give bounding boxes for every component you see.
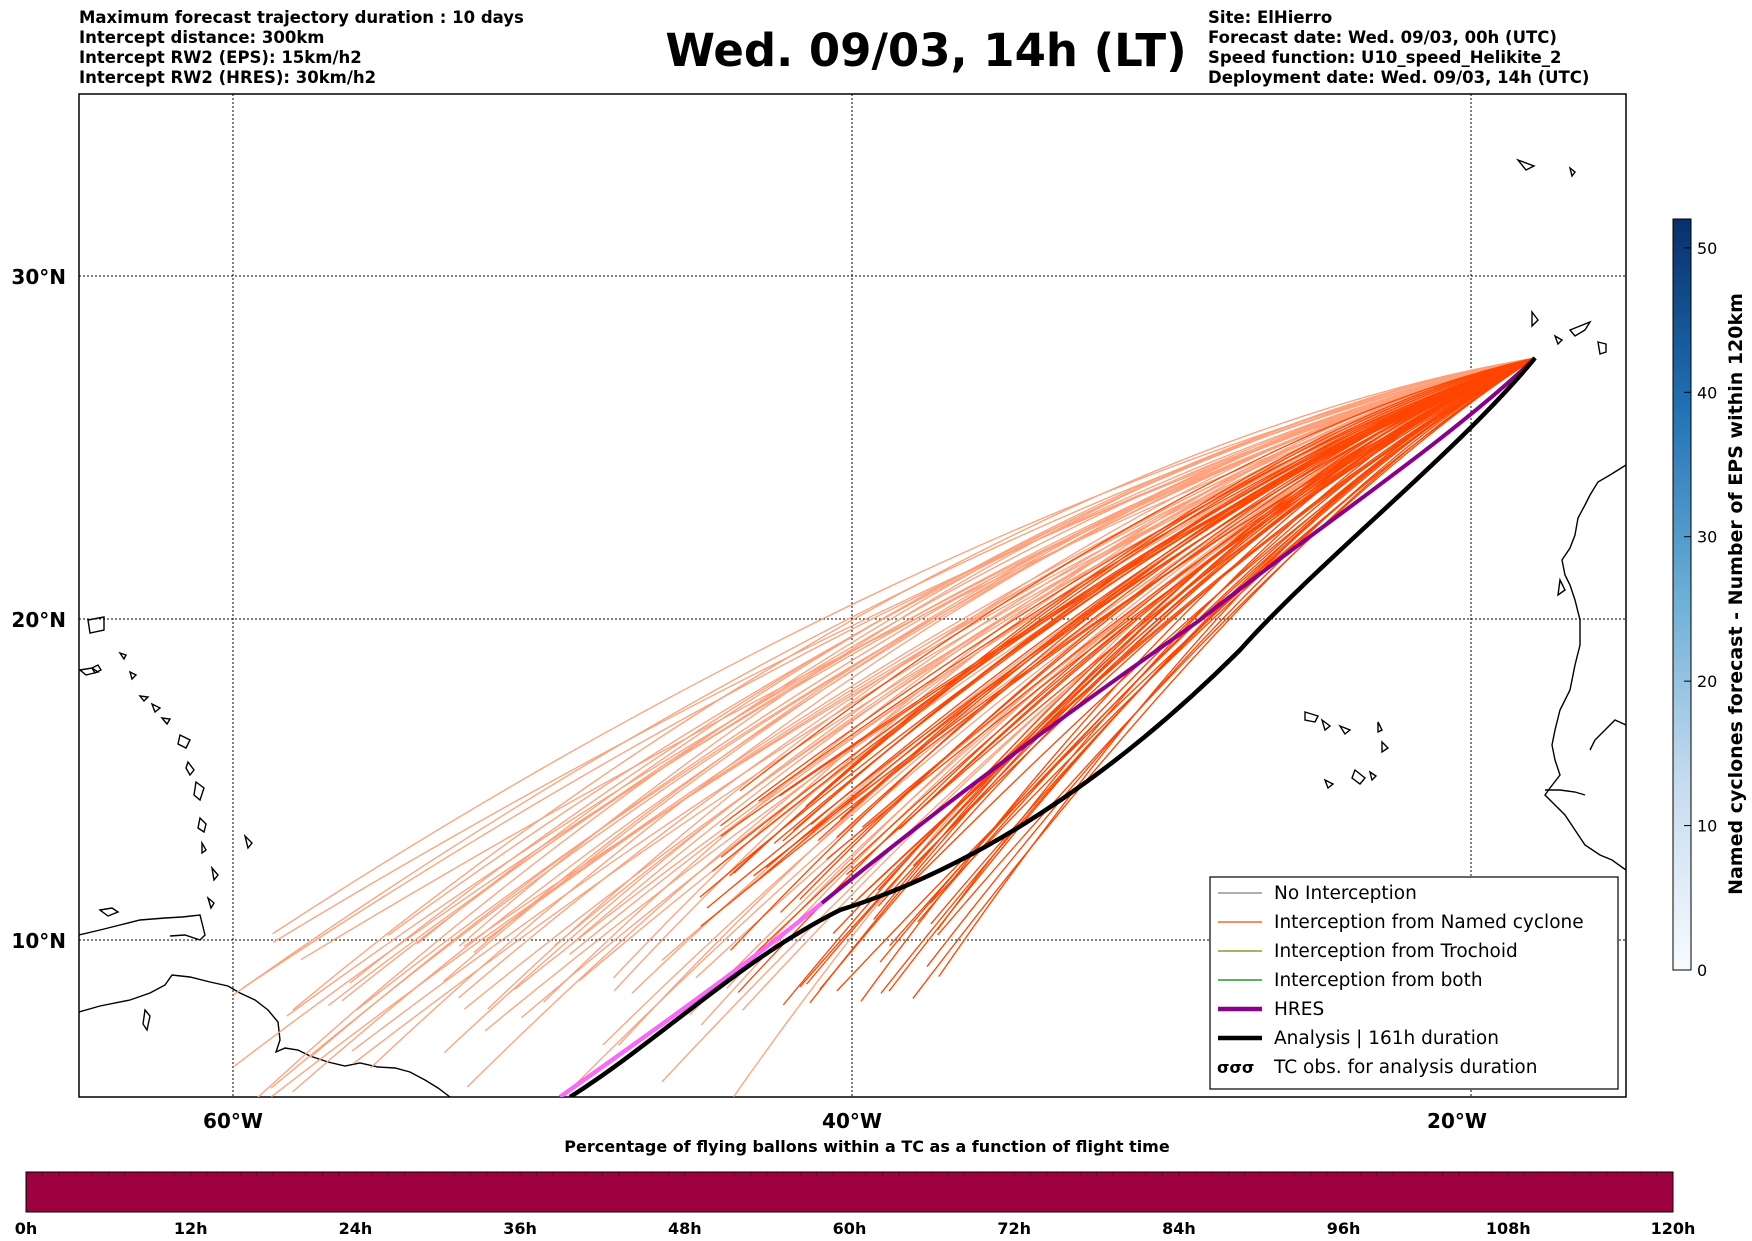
colorbar-tick-label: 84h — [1162, 1219, 1196, 1238]
axis-labels: 60°W 40°W 20°W 30°N 20°N 10°N — [11, 265, 1487, 1133]
lat-label: 30°N — [11, 265, 66, 289]
named-cyclone-trajectory — [720, 357, 1536, 837]
colorbar-tick-label: 40 — [1697, 383, 1717, 402]
named-cyclone-trajectory — [699, 357, 1536, 898]
named-cyclone-trajectory — [729, 357, 1536, 877]
named-cyclone-trajectory — [780, 357, 1536, 913]
main-title: Wed. 09/03, 14h (LT) — [665, 24, 1187, 77]
faded-trajectory — [309, 357, 1536, 1058]
colorbar-tick-label: 96h — [1327, 1219, 1361, 1238]
named-cyclone-trajectory — [938, 357, 1536, 978]
faded-trajectory — [233, 357, 1536, 996]
named-cyclone-trajectory — [782, 357, 1536, 1006]
lat-label: 10°N — [11, 929, 66, 953]
named-cyclone-trajectory — [926, 357, 1536, 967]
lon-label: 40°W — [822, 1109, 882, 1133]
named-cyclone-trajectory — [700, 357, 1536, 927]
named-cyclone-trajectory — [737, 357, 1536, 993]
named-cyclone-trajectory — [836, 357, 1536, 838]
faded-trajectory — [486, 357, 1536, 940]
legend-label: Interception from Named cyclone — [1274, 912, 1584, 933]
faded-trajectory — [463, 357, 1536, 1010]
coastlines — [79, 158, 1626, 1097]
tc-obs-symbol-icon: σσσ — [1217, 1058, 1254, 1077]
named-cyclone-trajectory — [778, 357, 1536, 797]
analysis-trajectory — [568, 356, 1537, 1097]
named-cyclone-trajectory — [836, 357, 1536, 992]
named-cyclone-trajectory — [858, 357, 1536, 899]
header-right-info: Site: ElHierro Forecast date: Wed. 09/03… — [1208, 8, 1589, 88]
bottom-colorbar-title: Percentage of flying ballons within a TC… — [564, 1137, 1170, 1156]
colorbar-tick-label: 0h — [15, 1219, 38, 1238]
colorbar-tick-label: 10 — [1697, 817, 1717, 836]
faded-trajectory — [292, 357, 1536, 1093]
colorbar-tick-label: 108h — [1486, 1219, 1531, 1238]
named-cyclone-trajectory — [912, 357, 1536, 999]
colorbar-tick-label: 50 — [1697, 239, 1717, 258]
info-line: Intercept RW2 (EPS): 15km/h2 — [79, 48, 362, 67]
named-cyclone-trajectory — [937, 357, 1536, 936]
info-line: Intercept distance: 300km — [79, 28, 325, 47]
colorbar-tick-label: 0 — [1697, 961, 1707, 980]
legend-label: HRES — [1274, 999, 1324, 1020]
colorbar-tick-label: 30 — [1697, 528, 1717, 547]
colorbar-tick-label: 48h — [668, 1219, 702, 1238]
lat-label: 20°N — [11, 608, 66, 632]
bottom-colorbar: Percentage of flying ballons within a TC… — [15, 1137, 1696, 1238]
legend: No Interception Interception from Named c… — [1209, 876, 1619, 1090]
info-line: Deployment date: Wed. 09/03, 14h (UTC) — [1208, 68, 1590, 87]
colorbar-tick-label: 24h — [339, 1219, 373, 1238]
faded-trajectory — [387, 357, 1536, 936]
info-line: Intercept RW2 (HRES): 30km/h2 — [79, 68, 377, 87]
colorbar-tick-label: 20 — [1697, 672, 1717, 691]
named-cyclone-trajectory — [906, 357, 1536, 888]
colorbar-tick-label: 72h — [997, 1219, 1031, 1238]
lon-label: 20°W — [1427, 1109, 1487, 1133]
named-cyclone-trajectory — [860, 357, 1536, 1002]
named-cyclone-trajectory — [846, 357, 1536, 910]
info-line: Site: ElHierro — [1208, 8, 1333, 27]
colorbar-tick-label: 12h — [174, 1219, 208, 1238]
colorbar-tick-label: 60h — [833, 1219, 867, 1238]
info-line: Forecast date: Wed. 09/03, 00h (UTC) — [1208, 28, 1557, 47]
info-line: Maximum forecast trajectory duration : 1… — [79, 8, 524, 27]
lon-label: 60°W — [203, 1109, 263, 1133]
legend-label: Analysis | 161h duration — [1274, 1028, 1499, 1049]
named-cyclone-trajectory — [846, 357, 1536, 876]
trajectory-layer — [233, 356, 1537, 1097]
named-cyclone-trajectory — [758, 357, 1536, 802]
colorbar-tick-label: 120h — [1651, 1219, 1696, 1238]
right-colorbar: 0 10 20 30 40 50 Named cyclones forecast - Nu… — [1672, 218, 1747, 980]
faded-trajectory — [370, 357, 1536, 1069]
header-left-info: Maximum forecast trajectory duration : 1… — [79, 8, 524, 88]
colorbar-tick-label: 36h — [503, 1219, 537, 1238]
named-cyclone-trajectory — [739, 357, 1536, 792]
named-cyclone-trajectory — [720, 357, 1536, 858]
info-line: Speed function: U10_speed_Helikite_2 — [1208, 48, 1562, 67]
legend-label: TC obs. for analysis duration — [1273, 1057, 1537, 1078]
legend-label: Interception from Trochoid — [1274, 941, 1518, 962]
hres-trajectory-faded — [558, 901, 824, 1097]
legend-label: Interception from both — [1274, 970, 1483, 991]
right-colorbar-label: Named cyclones forecast - Number of EPS … — [1725, 293, 1747, 895]
named-cyclone-trajectory — [877, 357, 1536, 907]
legend-label: No Interception — [1274, 883, 1417, 904]
